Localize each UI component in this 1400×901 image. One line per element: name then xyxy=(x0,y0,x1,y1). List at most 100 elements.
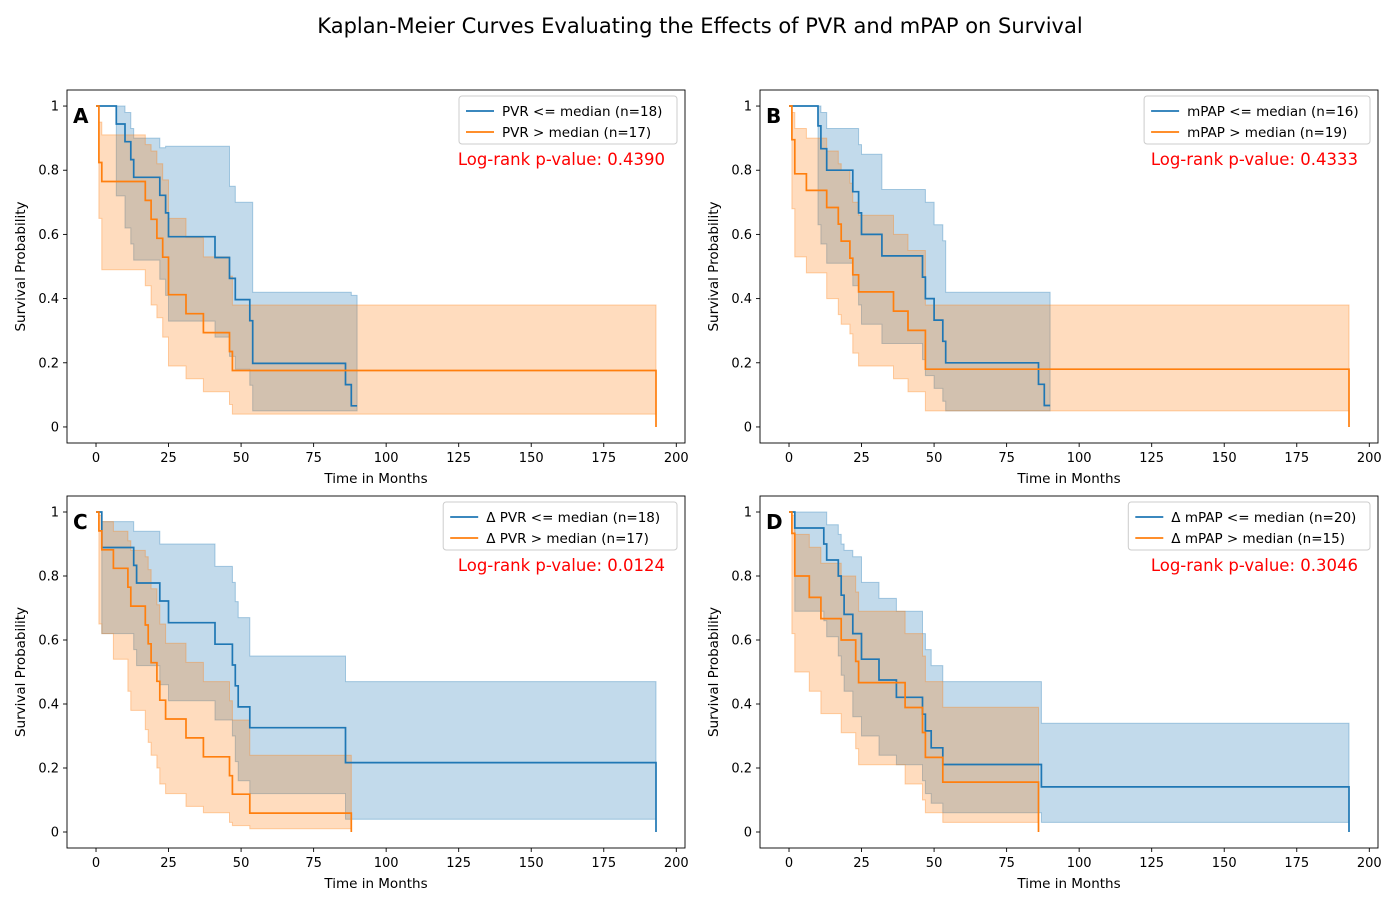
survival-line-2 xyxy=(789,511,1040,832)
confidence-band-2 xyxy=(96,105,657,415)
x-tick-label: 25 xyxy=(853,451,870,466)
legend-entry-1: Δ mPAP <= median (n=20) xyxy=(1171,510,1356,526)
y-tick-label: 1 xyxy=(51,506,59,521)
axes-frame xyxy=(759,495,1379,849)
y-tick-label: 0 xyxy=(744,420,752,435)
y-tick-label: 0.6 xyxy=(38,228,59,243)
x-tick-label: 150 xyxy=(519,451,544,466)
y-tick-label: 0 xyxy=(744,826,752,841)
y-tick-label: 0.6 xyxy=(731,228,752,243)
panel-letter: D xyxy=(766,510,783,534)
x-tick-label: 100 xyxy=(374,856,399,871)
x-tick-label: 25 xyxy=(853,856,870,871)
y-tick-label: 1 xyxy=(744,100,752,115)
legend-entry-1: mPAP <= median (n=16) xyxy=(1187,104,1359,120)
confidence-band-1 xyxy=(789,105,1051,412)
x-tick-label: 0 xyxy=(92,856,100,871)
y-tick-label: 0.4 xyxy=(731,698,752,713)
x-axis-label: Time in Months xyxy=(323,471,427,487)
y-tick-label: 0 xyxy=(51,826,59,841)
pvalue-annotation: Log-rank p-value: 0.4333 xyxy=(1151,150,1358,169)
x-tick-label: 50 xyxy=(926,856,943,871)
legend-box xyxy=(442,501,678,551)
y-tick-label: 0.2 xyxy=(731,356,752,371)
y-axis-label: Survival Probability xyxy=(706,201,722,331)
confidence-band-1 xyxy=(789,511,1350,823)
x-tick-label: 75 xyxy=(998,856,1015,871)
x-tick-label: 200 xyxy=(1357,451,1382,466)
confidence-band-2 xyxy=(96,511,352,830)
legend-entry-2: PVR > median (n=17) xyxy=(502,125,651,141)
x-tick-label: 75 xyxy=(305,451,322,466)
survival-line-1 xyxy=(96,105,358,407)
axes-frame xyxy=(66,89,686,444)
y-tick-label: 0.6 xyxy=(731,634,752,649)
x-tick-label: 200 xyxy=(664,451,689,466)
y-tick-label: 0.8 xyxy=(38,164,59,179)
legend: Δ mPAP <= median (n=20) Δ mPAP > median (… xyxy=(1127,501,1371,551)
x-tick-label: 150 xyxy=(1212,451,1237,466)
y-tick-label: 0.8 xyxy=(731,570,752,585)
panel-letter: B xyxy=(766,104,781,128)
x-tick-label: 125 xyxy=(446,451,471,466)
pvalue-annotation: Log-rank p-value: 0.3046 xyxy=(1151,556,1358,575)
x-tick-label: 50 xyxy=(233,856,250,871)
x-tick-label: 125 xyxy=(446,856,471,871)
survival-line-1 xyxy=(96,511,657,832)
y-tick-label: 0 xyxy=(51,420,59,435)
legend-entry-2: mPAP > median (n=19) xyxy=(1187,125,1347,141)
legend-box xyxy=(458,95,678,145)
y-tick-label: 1 xyxy=(744,506,752,521)
x-axis-label: Time in Months xyxy=(323,876,427,892)
x-tick-label: 125 xyxy=(1139,856,1164,871)
pvalue-annotation: Log-rank p-value: 0.0124 xyxy=(458,556,665,575)
x-tick-label: 200 xyxy=(664,856,689,871)
x-tick-label: 200 xyxy=(1357,856,1382,871)
x-axis-label: Time in Months xyxy=(1016,471,1120,487)
survival-line-1 xyxy=(789,511,1350,832)
x-tick-label: 175 xyxy=(1284,856,1309,871)
survival-line-1 xyxy=(789,105,1051,407)
x-tick-label: 75 xyxy=(998,451,1015,466)
legend-entry-2: Δ mPAP > median (n=15) xyxy=(1171,531,1345,547)
legend-entry-2: Δ PVR > median (n=17) xyxy=(486,531,649,547)
x-tick-label: 125 xyxy=(1139,451,1164,466)
legend-entry-1: PVR <= median (n=18) xyxy=(502,104,662,120)
x-tick-label: 175 xyxy=(591,856,616,871)
legend: PVR <= median (n=18) PVR > median (n=17) xyxy=(458,95,678,145)
y-axis-label: Survival Probability xyxy=(13,607,29,737)
x-axis-label: Time in Months xyxy=(1016,876,1120,892)
x-tick-label: 175 xyxy=(1284,451,1309,466)
y-tick-label: 1 xyxy=(51,100,59,115)
y-tick-label: 0.4 xyxy=(38,698,59,713)
panel-d: 0 25 50 75 100 125 150 175 200 0 0.2 0.4 0.6 0.8 1 Time… xyxy=(706,495,1382,892)
y-tick-label: 0.6 xyxy=(38,634,59,649)
survival-line-2 xyxy=(96,105,657,427)
y-tick-label: 0.4 xyxy=(731,292,752,307)
x-tick-label: 50 xyxy=(926,451,943,466)
confidence-band-2 xyxy=(789,105,1350,412)
x-tick-label: 0 xyxy=(92,451,100,466)
y-tick-label: 0.2 xyxy=(38,762,59,777)
y-axis-label: Survival Probability xyxy=(706,607,722,737)
x-tick-label: 50 xyxy=(233,451,250,466)
y-tick-label: 0.4 xyxy=(38,292,59,307)
x-tick-label: 100 xyxy=(1067,451,1092,466)
axes-frame xyxy=(66,495,686,849)
y-axis-label: Survival Probability xyxy=(13,201,29,331)
x-tick-label: 175 xyxy=(591,451,616,466)
survival-line-2 xyxy=(96,511,353,832)
x-tick-label: 0 xyxy=(785,856,793,871)
legend-box xyxy=(1127,501,1371,551)
y-tick-label: 0.2 xyxy=(38,356,59,371)
legend: mPAP <= median (n=16) mPAP > median (n=19… xyxy=(1143,95,1371,145)
panel-a: 0 25 50 75 100 125 150 175 200 0 0.2 0.4 0.6 0.8 1 Time… xyxy=(13,89,689,487)
legend: Δ PVR <= median (n=18) Δ PVR > median (n=… xyxy=(442,501,678,551)
x-tick-label: 25 xyxy=(160,451,177,466)
y-tick-label: 0.8 xyxy=(731,164,752,179)
x-tick-label: 0 xyxy=(785,451,793,466)
panel-letter: A xyxy=(73,104,89,128)
confidence-band-1 xyxy=(96,105,358,412)
figure-title: Kaplan-Meier Curves Evaluating the Effec… xyxy=(317,14,1083,38)
